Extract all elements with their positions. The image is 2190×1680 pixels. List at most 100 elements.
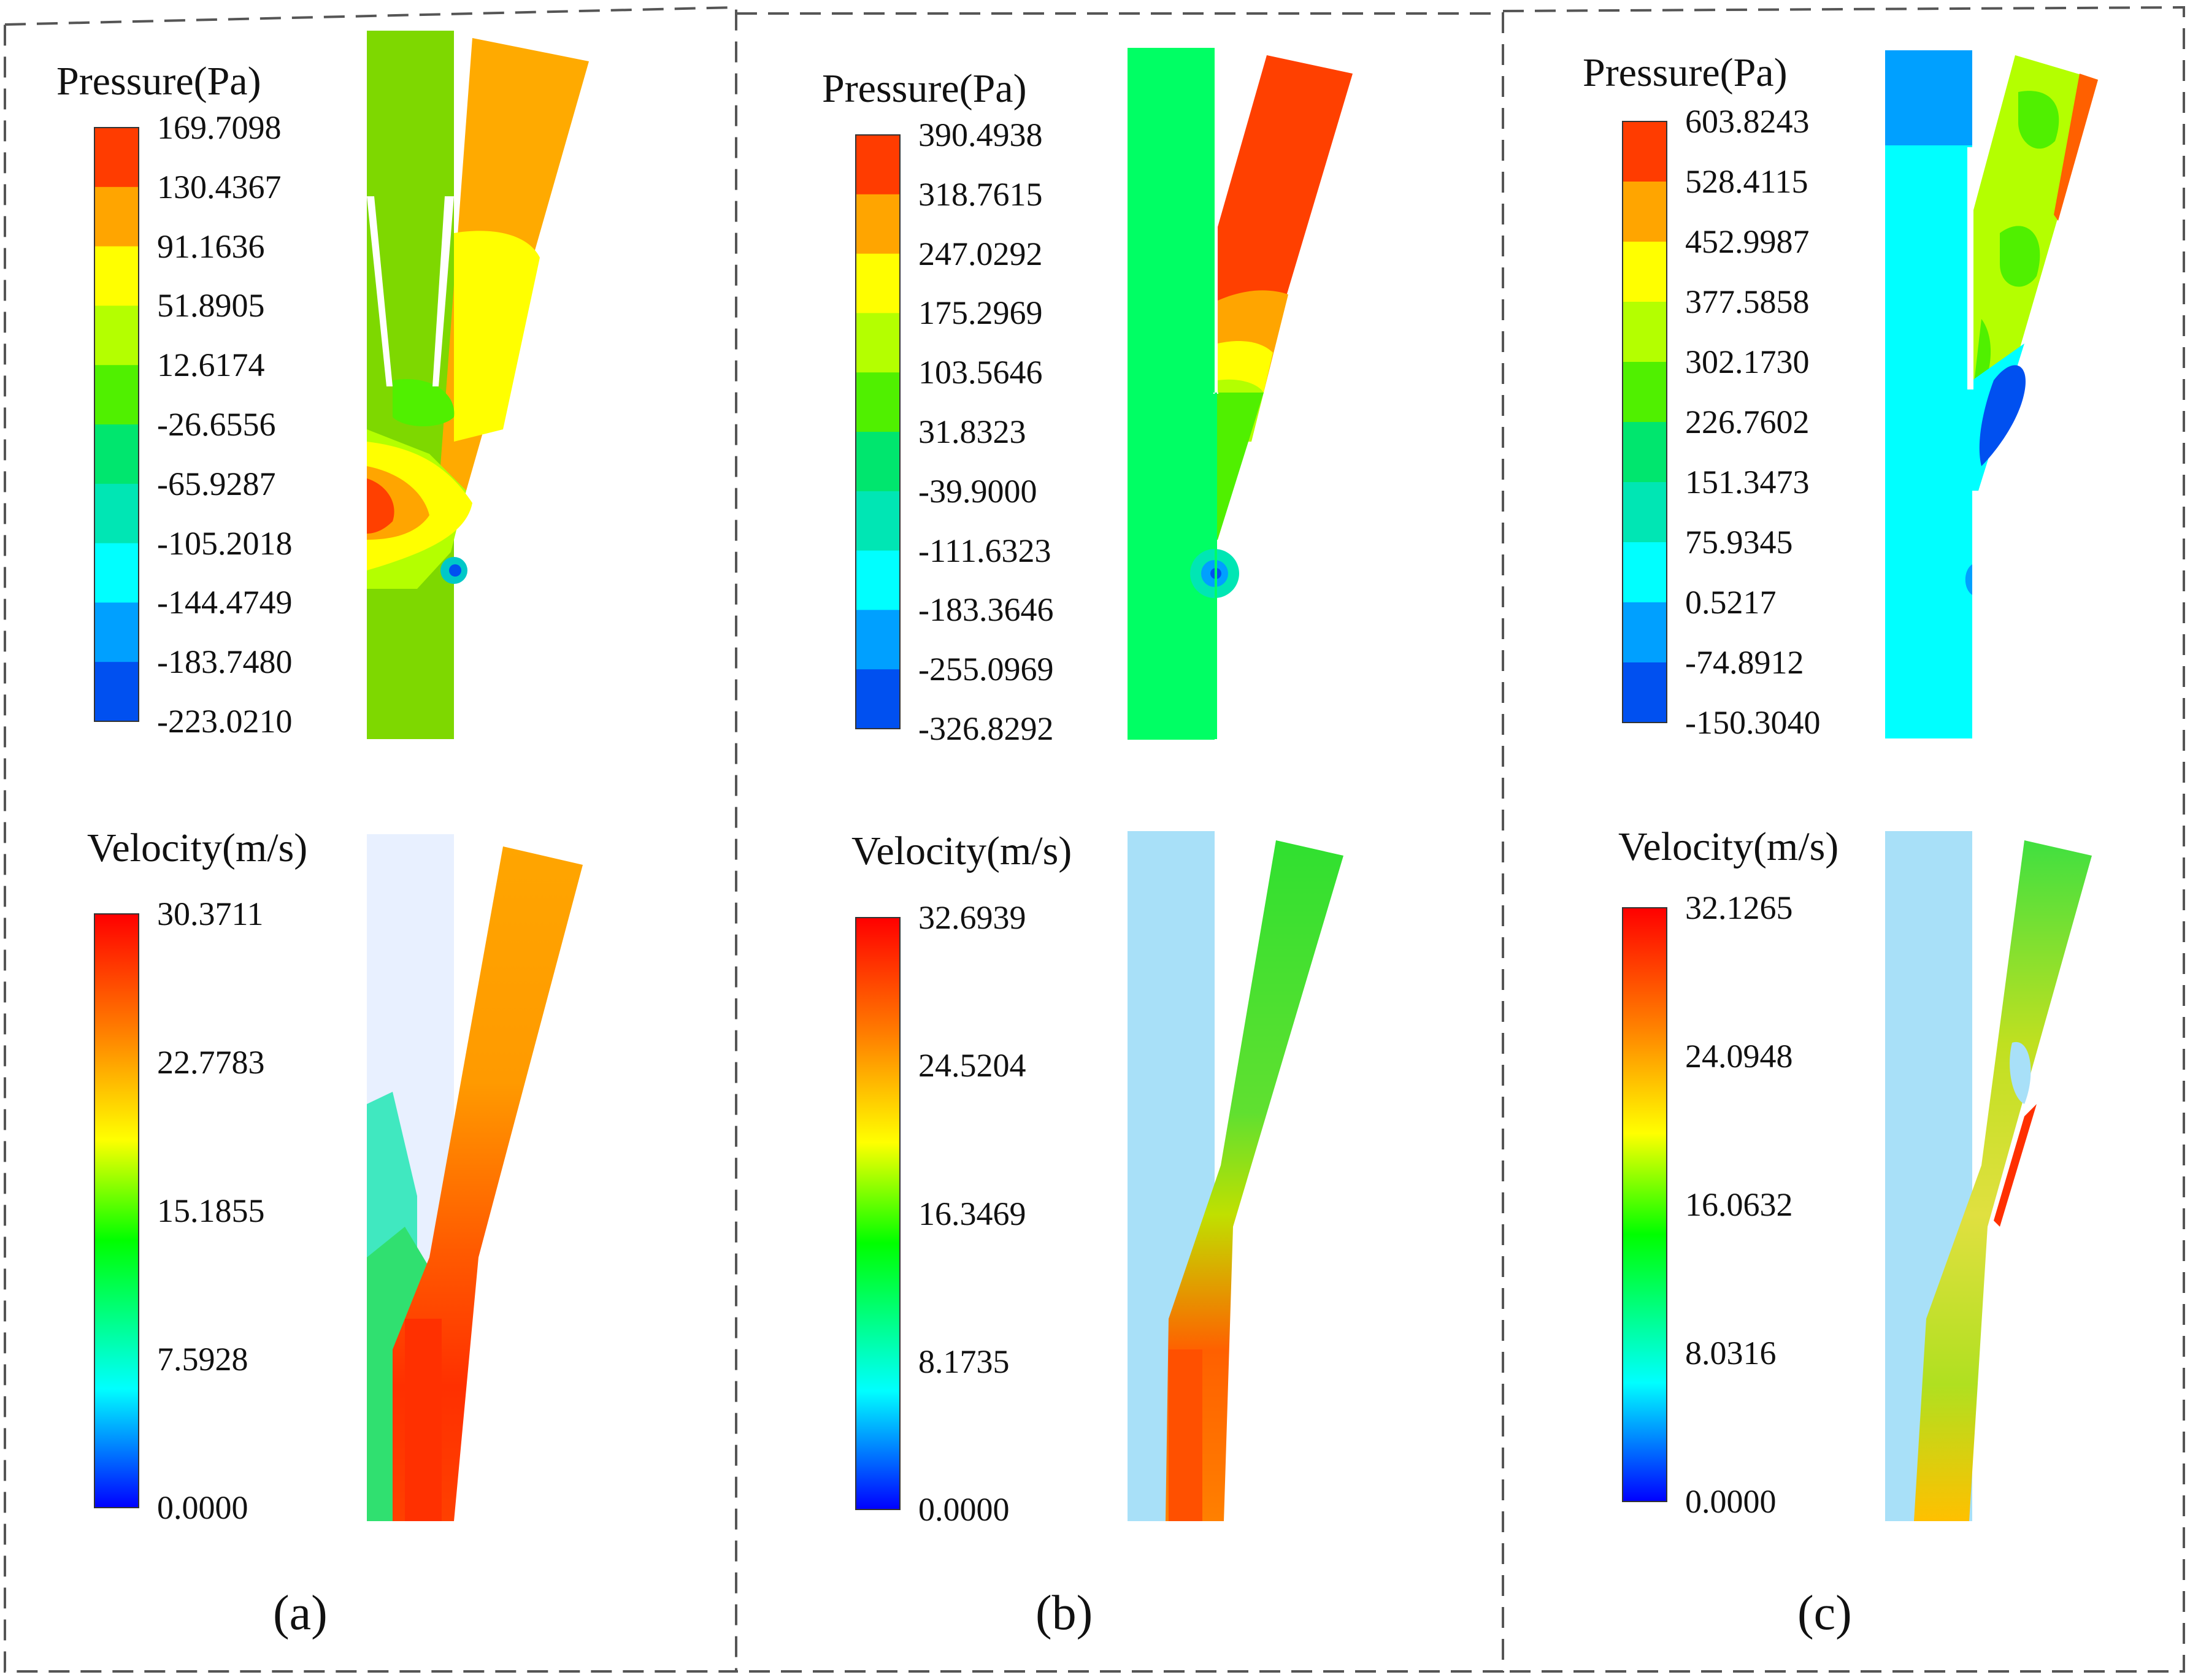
pressure-color-band <box>856 610 900 670</box>
panel-a-pressure-colorbar <box>94 127 139 722</box>
pressure-color-band <box>856 669 900 729</box>
pressure-tick-label: -26.6556 <box>157 406 276 443</box>
pressure-tick-label: 130.4367 <box>157 168 282 205</box>
velocity-tick-label: 0.0000 <box>157 1489 248 1526</box>
pressure-color-band <box>856 194 900 255</box>
panel-a-velocity-colorbar <box>94 913 139 1508</box>
pressure-color-band <box>94 424 139 485</box>
pressure-color-band <box>856 491 900 551</box>
panel-c-velocity-field <box>1885 831 2092 1521</box>
pressure-tick-label: 103.5646 <box>918 354 1043 391</box>
pressure-color-band <box>856 253 900 313</box>
pressure-tick-label: -144.4749 <box>157 584 293 621</box>
pressure-color-band <box>1623 542 1667 603</box>
velocity-tick-label: 16.0632 <box>1685 1186 1793 1223</box>
velocity-tick-label: 32.1265 <box>1685 889 1793 926</box>
panel-a-caption: (a) <box>273 1586 328 1640</box>
pressure-color-band <box>94 186 139 247</box>
pressure-tick-label: -183.3646 <box>918 591 1054 629</box>
velocity-tick-label: 22.7783 <box>157 1044 265 1081</box>
panel-c-pressure-colorbar <box>1622 121 1667 723</box>
pressure-tick-label: 247.0292 <box>918 235 1043 272</box>
velocity-tick-label: 8.1735 <box>918 1343 1010 1380</box>
panel-a-pressure-field <box>367 31 589 739</box>
velocity-tick-label: 32.6939 <box>918 899 1026 936</box>
pressure-color-band <box>94 662 139 722</box>
pressure-tick-label: 0.5217 <box>1685 584 1777 621</box>
colorbar-outline <box>94 127 139 722</box>
panel-a-velocity-field <box>367 834 583 1521</box>
panel-b-velocity-field <box>1128 831 1343 1521</box>
pressure-tick-label: 169.7098 <box>157 109 282 146</box>
pressure-tick-label: 31.8323 <box>918 413 1026 450</box>
panel-c-pressure-title: Pressure(Pa) <box>1583 50 1788 95</box>
pressure-color-band <box>94 305 139 366</box>
pressure-color-band <box>856 313 900 373</box>
pressure-color-band <box>1623 182 1667 242</box>
panel-b-pressure-field <box>1128 48 1353 740</box>
pressure-tick-label: 390.4938 <box>918 117 1043 153</box>
velocity-tick-label: 24.5204 <box>918 1047 1026 1084</box>
pressure-color-band <box>856 372 900 432</box>
pressure-color-band <box>1623 422 1667 483</box>
pressure-color-band <box>94 602 139 662</box>
panel-c-caption: (c) <box>1797 1586 1852 1640</box>
pressure-tick-label: 318.7615 <box>918 175 1043 213</box>
panel-c-velocity-colorbar <box>1622 907 1667 1502</box>
velocity-tick-label: 15.1855 <box>157 1192 265 1229</box>
pressure-color-band <box>856 550 900 610</box>
pressure-tick-label: -223.0210 <box>157 703 293 740</box>
pressure-color-band <box>1623 482 1667 543</box>
pressure-color-band <box>1623 362 1667 423</box>
pressure-color-band <box>94 246 139 306</box>
panel-a-pressure-title: Pressure(Pa) <box>56 59 261 104</box>
pressure-tick-label: 175.2969 <box>918 294 1043 332</box>
pressure-tick-label: -150.3040 <box>1685 704 1821 741</box>
pressure-tick-label: 302.1730 <box>1685 343 1810 380</box>
panel-b-velocity-colorbar <box>855 917 901 1510</box>
pressure-color-band <box>94 543 139 603</box>
frame-b <box>736 12 1504 1673</box>
panel-frames <box>4 6 2185 1673</box>
pressure-color-band <box>856 135 900 195</box>
panel-b-pressure-title: Pressure(Pa) <box>822 66 1027 111</box>
pressure-tick-label: 452.9987 <box>1685 223 1810 260</box>
velocity-tick-label: 8.0316 <box>1685 1335 1777 1371</box>
panel-a-velocity-title: Velocity(m/s) <box>87 826 308 870</box>
pressure-tick-label: -255.0969 <box>918 651 1054 688</box>
velocity-tick-label: 16.3469 <box>918 1195 1026 1232</box>
pressure-color-band <box>94 128 139 188</box>
pressure-color-band <box>1623 602 1667 663</box>
velocity-tick-label: 30.3711 <box>157 896 264 932</box>
pressure-color-band <box>94 483 139 544</box>
pressure-tick-label: 91.1636 <box>157 228 265 265</box>
panel-b-velocity-title: Velocity(m/s) <box>851 829 1072 873</box>
pressure-tick-label: -39.9000 <box>918 472 1037 510</box>
panel-b-caption: (b) <box>1035 1586 1093 1640</box>
panel-c-pressure-field <box>1885 50 2098 738</box>
pressure-tick-label: -326.8292 <box>918 710 1054 747</box>
velocity-tick-label: 7.5928 <box>157 1341 248 1378</box>
pressure-tick-label: -74.8912 <box>1685 644 1804 681</box>
pressure-tick-label: 528.4115 <box>1685 163 1808 200</box>
pressure-tick-label: 12.6174 <box>157 347 265 384</box>
panel-c-velocity-title: Velocity(m/s) <box>1618 824 1839 869</box>
pressure-tick-label: 226.7602 <box>1685 404 1810 440</box>
frame-c <box>1502 6 2185 1673</box>
pressure-tick-label: -183.7480 <box>157 643 293 681</box>
pressure-tick-label: -105.2018 <box>157 524 293 562</box>
velocity-tick-label: 0.0000 <box>918 1491 1010 1528</box>
pressure-color-band <box>1623 242 1667 302</box>
velocity-tick-label: 0.0000 <box>1685 1483 1777 1520</box>
pressure-color-band <box>1623 121 1667 182</box>
pressure-tick-label: 377.5858 <box>1685 283 1810 320</box>
colorbar-outline <box>855 134 901 729</box>
pressure-tick-label: -65.9287 <box>157 465 276 502</box>
pressure-color-band <box>1623 662 1667 723</box>
pressure-tick-label: 51.8905 <box>157 287 265 324</box>
panel-b-pressure-colorbar <box>855 134 901 729</box>
pressure-tick-label: 75.9345 <box>1685 524 1793 561</box>
pressure-tick-label: -111.6323 <box>918 532 1051 569</box>
